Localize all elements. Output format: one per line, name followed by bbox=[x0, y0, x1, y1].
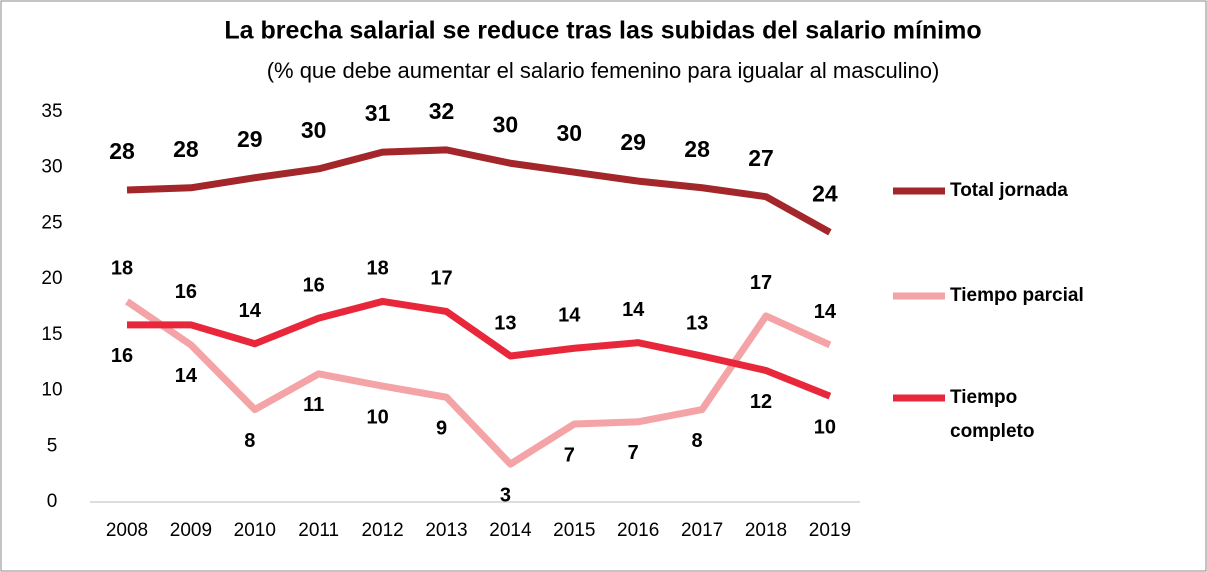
x-tick-label: 2017 bbox=[681, 520, 723, 541]
data-label: 13 bbox=[686, 312, 708, 334]
data-label: 14 bbox=[239, 300, 262, 322]
data-label: 13 bbox=[494, 312, 516, 334]
data-label: 30 bbox=[301, 117, 327, 143]
data-label: 17 bbox=[750, 272, 772, 294]
data-label: 16 bbox=[303, 274, 325, 296]
x-tick-label: 2018 bbox=[745, 520, 787, 541]
x-tick-label: 2016 bbox=[617, 520, 659, 541]
data-label: 28 bbox=[684, 136, 710, 162]
data-label: 9 bbox=[436, 418, 447, 440]
data-label: 16 bbox=[111, 345, 133, 367]
data-label: 30 bbox=[493, 111, 519, 137]
chart-subtitle: (% que debe aumentar el salario femenino… bbox=[267, 58, 940, 83]
data-label: 28 bbox=[173, 136, 199, 162]
y-tick-label: 25 bbox=[41, 212, 62, 233]
data-label: 16 bbox=[175, 281, 197, 303]
data-label: 7 bbox=[628, 442, 639, 464]
data-label: 30 bbox=[557, 120, 583, 146]
data-label: 8 bbox=[244, 430, 255, 452]
x-tick-label: 2011 bbox=[298, 520, 339, 541]
data-label: 27 bbox=[748, 145, 774, 171]
y-tick-label: 35 bbox=[41, 101, 62, 122]
data-label: 14 bbox=[814, 301, 837, 323]
x-tick-label: 2013 bbox=[425, 520, 467, 541]
y-tick-label: 0 bbox=[47, 491, 58, 512]
data-label: 7 bbox=[564, 444, 575, 466]
x-tick-label: 2015 bbox=[553, 520, 595, 541]
series-line bbox=[125, 298, 832, 468]
data-label: 14 bbox=[558, 305, 581, 327]
series-line bbox=[126, 146, 832, 236]
data-label: 3 bbox=[500, 484, 511, 506]
y-tick-label: 30 bbox=[41, 157, 62, 178]
data-label: 10 bbox=[366, 406, 388, 428]
chart-title: La brecha salarial se reduce tras las su… bbox=[224, 17, 981, 45]
data-label: 8 bbox=[692, 430, 703, 452]
x-tick-label: 2008 bbox=[106, 520, 148, 541]
y-tick-label: 20 bbox=[41, 268, 62, 289]
data-label: 11 bbox=[303, 394, 324, 416]
data-label: 29 bbox=[620, 129, 646, 155]
y-tick-label: 15 bbox=[41, 324, 62, 345]
data-label: 18 bbox=[111, 258, 133, 280]
data-label: 32 bbox=[429, 98, 455, 124]
legend-label: Tiempo completo bbox=[950, 387, 1034, 442]
data-label: 28 bbox=[109, 138, 135, 164]
data-label: 12 bbox=[750, 391, 772, 413]
data-label: 31 bbox=[365, 100, 391, 126]
data-label: 14 bbox=[622, 299, 645, 321]
legend-label: Tiempo parcial bbox=[950, 285, 1084, 306]
x-tick-label: 2010 bbox=[234, 520, 276, 541]
data-label: 17 bbox=[430, 268, 452, 290]
data-label: 29 bbox=[237, 126, 263, 152]
data-label: 24 bbox=[812, 180, 838, 206]
data-label: 10 bbox=[814, 416, 836, 438]
x-tick-label: 2019 bbox=[809, 520, 851, 541]
x-tick-label: 2014 bbox=[489, 520, 532, 541]
x-tick-label: 2009 bbox=[170, 520, 212, 541]
y-tick-label: 10 bbox=[41, 380, 62, 401]
x-tick-label: 2012 bbox=[361, 520, 403, 541]
legend-label: Total jornada bbox=[950, 180, 1068, 201]
series-line bbox=[127, 297, 832, 400]
y-tick-label: 5 bbox=[47, 435, 58, 456]
data-label: 18 bbox=[366, 258, 388, 280]
data-label: 14 bbox=[175, 365, 198, 387]
